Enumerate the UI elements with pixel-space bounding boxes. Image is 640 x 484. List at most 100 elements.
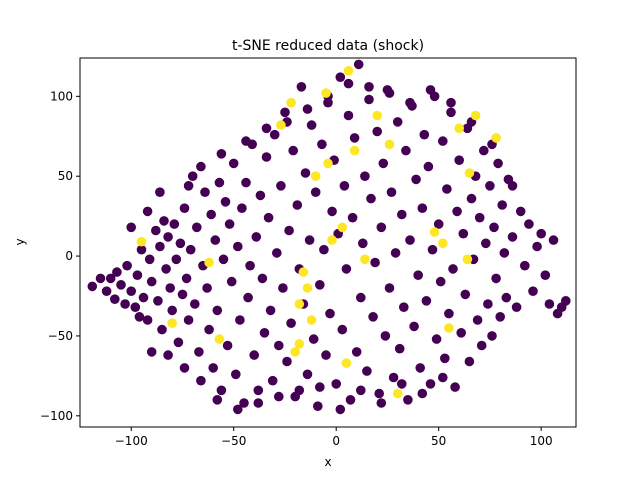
data-point-class-0 [95,273,106,284]
data-point-class-0 [388,372,399,383]
data-point-class-0 [142,315,153,325]
data-point-class-0 [294,385,305,396]
data-point-class-0 [161,264,171,274]
data-point-class-0 [155,241,165,252]
data-point-class-1 [294,339,305,349]
data-point-class-0 [216,149,227,159]
data-point-class-1 [321,88,331,98]
data-point-class-0 [126,286,136,297]
data-point-class-1 [462,254,473,265]
data-point-class-0 [292,200,303,210]
y-tick-label: 0 [65,249,73,263]
data-point-class-0 [476,340,487,351]
data-point-class-0 [358,238,368,249]
data-point-class-0 [272,248,282,258]
data-point-class-0 [442,184,452,194]
data-point-class-1 [286,97,296,108]
data-point-class-0 [415,363,426,373]
data-point-class-0 [116,280,126,290]
data-point-class-0 [536,228,546,239]
data-point-class-0 [561,296,571,306]
data-point-class-0 [472,315,483,325]
data-point-class-0 [405,235,415,245]
data-point-class-0 [296,82,307,92]
data-point-class-0 [438,372,448,383]
data-point-class-0 [376,398,387,408]
data-point-class-0 [132,270,143,281]
data-point-class-0 [325,308,335,319]
data-point-class-0 [450,382,460,392]
data-point-class-0 [249,350,259,360]
data-point-class-0 [239,398,249,408]
data-point-class-0 [321,350,331,360]
data-point-class-0 [261,152,272,162]
data-point-class-0 [460,289,471,300]
x-tick-label: 50 [431,434,446,448]
plot-frame [79,57,577,428]
data-point-class-0 [306,120,317,130]
data-point-class-0 [487,331,497,341]
data-point-class-0 [136,244,147,255]
data-point-class-0 [351,347,362,357]
data-point-class-0 [337,324,348,335]
data-point-class-0 [302,104,313,114]
data-point-class-0 [231,369,241,380]
data-point-class-0 [345,395,356,405]
data-point-class-0 [105,273,116,284]
data-point-class-0 [425,85,436,95]
data-point-class-0 [403,395,413,405]
chart-title: t-SNE reduced data (shock) [232,38,424,54]
data-point-class-0 [237,203,247,213]
data-point-class-0 [259,328,270,338]
data-point-class-0 [493,158,503,169]
data-point-class-0 [192,222,202,233]
data-point-class-0 [265,305,276,316]
data-point-class-0 [433,219,444,229]
data-point-class-0 [356,292,366,303]
data-point-class-0 [87,281,98,292]
data-point-class-0 [384,283,395,293]
data-point-class-0 [315,382,325,392]
data-point-class-0 [386,187,397,197]
points-layer [87,59,571,415]
data-point-class-0 [356,385,366,396]
data-point-class-1 [464,168,475,178]
data-point-class-0 [134,312,145,322]
data-point-class-0 [284,225,294,236]
data-point-class-0 [212,305,223,316]
data-point-class-0 [169,219,180,229]
data-point-class-0 [431,334,442,344]
y-tick-label: 50 [58,169,73,183]
y-tick-label: −50 [48,329,73,343]
data-point-class-1 [392,388,403,399]
data-point-class-0 [146,347,157,357]
data-point-class-0 [142,206,153,217]
data-point-class-0 [243,292,253,303]
data-point-class-0 [481,238,491,249]
data-point-class-0 [515,206,526,217]
data-point-class-0 [319,244,329,255]
data-point-class-0 [138,292,149,303]
data-point-class-0 [165,283,175,293]
data-point-class-0 [269,129,280,140]
data-point-class-0 [245,260,255,271]
data-point-class-0 [456,328,467,338]
data-point-class-0 [532,241,542,252]
data-point-class-0 [235,315,245,325]
data-point-class-0 [228,158,239,169]
x-tick-label: −50 [221,434,246,448]
data-point-class-1 [294,299,305,309]
data-point-class-0 [364,82,374,92]
x-tick-label: 0 [332,434,340,448]
data-point-class-0 [185,244,196,255]
data-point-class-0 [548,235,559,245]
data-point-class-1 [349,145,360,156]
data-point-class-0 [374,388,385,399]
data-point-class-0 [485,181,495,191]
data-point-class-0 [411,174,421,185]
data-point-class-0 [458,228,469,239]
data-point-class-0 [520,260,530,271]
data-point-class-0 [507,181,518,191]
data-point-class-0 [220,197,231,207]
x-axis-label: x [324,455,331,469]
